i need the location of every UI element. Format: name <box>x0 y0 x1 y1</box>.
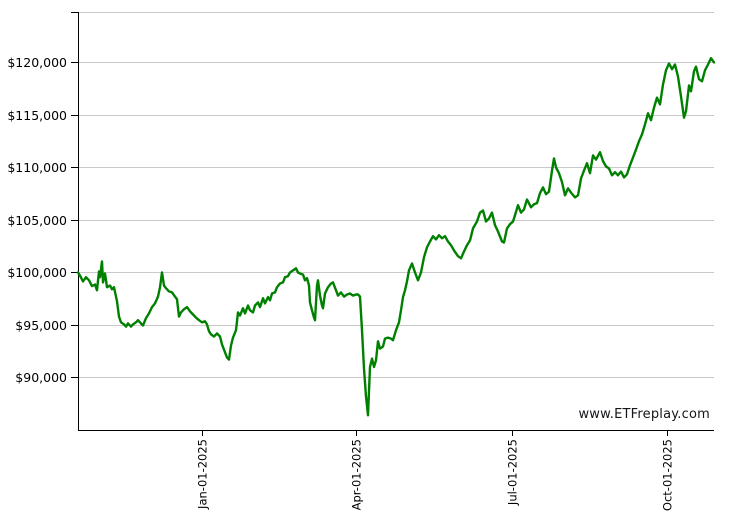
y-axis-label: $105,000 <box>7 213 67 228</box>
y-axis-label: $95,000 <box>15 318 67 333</box>
x-axis-label: Jan-01-2025 <box>196 439 210 510</box>
y-axis-label: $110,000 <box>7 160 67 175</box>
x-axis-label: Jul-01-2025 <box>506 439 520 506</box>
y-axis-label: $115,000 <box>7 108 67 123</box>
y-axis-label: $120,000 <box>7 55 67 70</box>
x-axis-label: Oct-01-2025 <box>661 439 675 511</box>
watermark-text: www.ETFreplay.com <box>578 407 710 422</box>
y-axis-label: $90,000 <box>15 370 67 385</box>
x-axis-label: Apr-01-2025 <box>350 439 364 510</box>
y-axis-label: $100,000 <box>7 265 67 280</box>
price-line <box>76 57 716 417</box>
